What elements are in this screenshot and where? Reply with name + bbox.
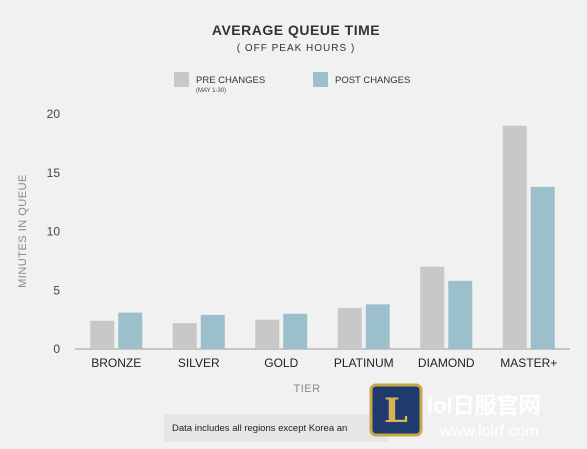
legend-label-post: POST CHANGES xyxy=(335,75,410,86)
watermark: L lol日服官网 www.lolrf.com xyxy=(369,383,541,440)
x-axis-label: TIER xyxy=(293,383,320,395)
legend-label-pre: PRE CHANGES xyxy=(196,75,265,86)
legend-note-pre: (MAY 1-30) xyxy=(196,88,226,94)
watermark-url: www.lolrf.com xyxy=(439,423,539,440)
watermark-logo-letter: L xyxy=(384,391,408,431)
x-tick-label: PLATINUM xyxy=(334,356,394,370)
chart-title: AVERAGE QUEUE TIME xyxy=(212,22,380,38)
x-tick-label: MASTER+ xyxy=(500,356,557,370)
bar-platinum-pre xyxy=(337,307,362,349)
chart-subtitle: ( OFF PEAK HOURS ) xyxy=(237,43,356,54)
bar-bronze-pre xyxy=(90,320,115,349)
bar-master-post xyxy=(530,186,555,349)
x-tick-label: DIAMOND xyxy=(418,356,475,370)
y-tick-label: 10 xyxy=(47,225,61,239)
legend-swatch-post xyxy=(313,72,328,87)
legend: PRE CHANGES (MAY 1-30) POST CHANGES xyxy=(174,72,410,94)
y-ticks: 0 5 10 15 20 xyxy=(47,107,61,356)
bar-gold-pre xyxy=(255,319,280,349)
legend-swatch-pre xyxy=(174,72,189,87)
category-labels: BRONZE SILVER GOLD PLATINUM DIAMOND MASTER+ xyxy=(91,356,557,370)
bar-silver-post xyxy=(200,314,225,349)
bar-diamond-post xyxy=(448,280,473,349)
bar-silver-pre xyxy=(172,323,197,349)
x-tick-label: BRONZE xyxy=(91,356,141,370)
y-axis-label: MINUTES IN QUEUE xyxy=(17,174,29,288)
footnote: Data includes all regions except Korea a… xyxy=(164,414,388,442)
x-tick-label: GOLD xyxy=(264,356,298,370)
bars xyxy=(90,125,555,349)
watermark-text: lol日服官网 xyxy=(427,393,541,418)
y-tick-label: 5 xyxy=(53,283,60,297)
footnote-text: Data includes all regions except Korea a… xyxy=(172,423,347,434)
bar-gold-post xyxy=(283,313,308,349)
watermark-logo xyxy=(369,383,423,437)
bar-diamond-pre xyxy=(420,266,445,349)
bar-platinum-post xyxy=(365,304,390,349)
y-tick-label: 0 xyxy=(53,342,60,356)
bar-master-pre xyxy=(502,125,527,349)
bar-bronze-post xyxy=(118,312,143,349)
footnote-box xyxy=(164,414,388,442)
y-tick-label: 20 xyxy=(47,107,61,121)
y-tick-label: 15 xyxy=(47,166,61,180)
x-tick-label: SILVER xyxy=(178,356,220,370)
